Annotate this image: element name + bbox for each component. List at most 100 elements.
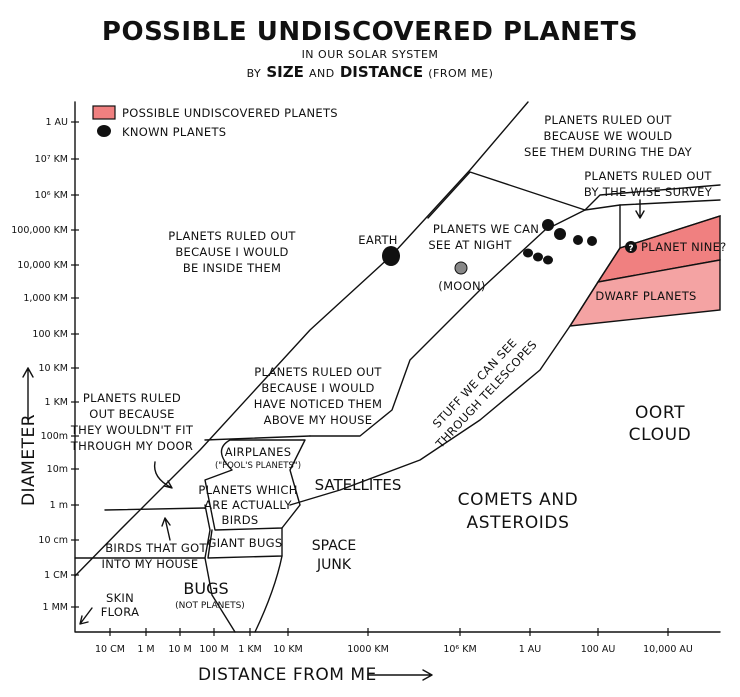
birds-house-arrow bbox=[161, 517, 171, 541]
telescope-lower-boundary bbox=[289, 215, 721, 506]
y-tick-label: 10m bbox=[47, 464, 68, 475]
y-tick-label: 100m bbox=[41, 431, 68, 442]
giant-bugs-box bbox=[207, 527, 283, 559]
svg-text:THEY WOULDN'T FIT: THEY WOULDN'T FIT bbox=[70, 423, 194, 437]
label-oort: OORT CLOUD bbox=[629, 403, 692, 445]
planet-dot bbox=[533, 252, 543, 262]
svg-text:ARE ACTUALLY: ARE ACTUALLY bbox=[204, 498, 292, 512]
x-tick-label: 10,000 AU bbox=[643, 644, 693, 655]
label-house: PLANETS RULED OUT BECAUSE I WOULD HAVE N… bbox=[254, 365, 382, 427]
svg-text:INTO MY HOUSE: INTO MY HOUSE bbox=[102, 557, 199, 571]
svg-text:OUT BECAUSE: OUT BECAUSE bbox=[89, 407, 175, 421]
label-inside: PLANETS RULED OUT BECAUSE I WOULD BE INS… bbox=[168, 229, 296, 275]
x-tick-label: 1000 KM bbox=[347, 644, 389, 655]
svg-text:BECAUSE I WOULD: BECAUSE I WOULD bbox=[261, 381, 374, 395]
y-tick-label: 1,000 KM bbox=[23, 293, 68, 304]
y-axis-ticks: 1 AU 10⁷ KM 10⁶ KM 100,000 KM 10,000 KM 1,000… bbox=[11, 117, 79, 613]
svg-text:BIRDS: BIRDS bbox=[222, 513, 259, 527]
x-tick-label: 10⁶ KM bbox=[443, 644, 476, 655]
planet-nine-marker bbox=[625, 241, 637, 253]
svg-text:BIRDS THAT GOT: BIRDS THAT GOT bbox=[105, 541, 207, 555]
label-dwarf-planets: DWARF PLANETS bbox=[595, 289, 696, 303]
svg-text:BECAUSE I WOULD: BECAUSE I WOULD bbox=[175, 245, 288, 259]
svg-text:ASTEROIDS: ASTEROIDS bbox=[466, 513, 569, 533]
y-axis-arrow bbox=[22, 367, 34, 421]
y-tick-label: 100 KM bbox=[32, 329, 68, 340]
label-giant-bugs: GIANT BUGS bbox=[208, 536, 283, 550]
svg-text:THROUGH MY DOOR: THROUGH MY DOOR bbox=[70, 439, 193, 453]
door-arrow bbox=[153, 461, 173, 489]
space-junk-boundary bbox=[254, 555, 283, 633]
planet-dot bbox=[573, 235, 583, 245]
svg-text:FLORA: FLORA bbox=[101, 605, 140, 619]
legend-undiscovered-swatch bbox=[92, 105, 116, 120]
subtitle-distance: DISTANCE bbox=[340, 63, 423, 81]
svg-text:BECAUSE WE WOULD: BECAUSE WE WOULD bbox=[544, 129, 673, 143]
y-axis-line bbox=[74, 101, 721, 633]
y-tick-label: 1 AU bbox=[45, 117, 68, 128]
svg-text:BY THE WISE SURVEY: BY THE WISE SURVEY bbox=[584, 185, 713, 199]
y-tick-label: 1 CM bbox=[44, 570, 68, 581]
y-tick-label: 10⁷ KM bbox=[35, 154, 68, 165]
svg-text:PLANETS WHICH: PLANETS WHICH bbox=[198, 483, 297, 497]
svg-text:SEE AT NIGHT: SEE AT NIGHT bbox=[428, 238, 512, 252]
svg-text:DIAMETER: DIAMETER bbox=[19, 414, 39, 506]
y-tick-label: 10 cm bbox=[38, 535, 68, 546]
y-tick-label: 10 KM bbox=[38, 363, 68, 374]
svg-text:PLANETS WE CAN: PLANETS WE CAN bbox=[433, 222, 539, 236]
label-fools-planets: ("FOOL'S PLANETS") bbox=[215, 461, 301, 471]
label-airplanes: AIRPLANES bbox=[225, 445, 292, 459]
svg-text:PLANETS RULED OUT: PLANETS RULED OUT bbox=[168, 229, 296, 243]
svg-text:CLOUD: CLOUD bbox=[629, 425, 692, 445]
house-boundary bbox=[204, 435, 311, 441]
label-door: PLANETS RULED OUT BECAUSE THEY WOULDN'T … bbox=[70, 391, 194, 453]
label-birds-house: BIRDS THAT GOT INTO MY HOUSE bbox=[102, 541, 208, 571]
y-tick-label: 1 KM bbox=[45, 397, 69, 408]
label-moon: (MOON) bbox=[438, 279, 485, 293]
x-tick-label: 10 CM bbox=[95, 644, 125, 655]
label-not-planets: (NOT PLANETS) bbox=[175, 601, 245, 611]
svg-text:SPACE: SPACE bbox=[312, 538, 356, 554]
legend-known-dot bbox=[97, 125, 111, 137]
airplanes-box bbox=[204, 439, 306, 531]
y-tick-label: 10,000 KM bbox=[17, 260, 68, 271]
legend-undiscovered-label: POSSIBLE UNDISCOVERED PLANETS bbox=[122, 106, 338, 120]
y-tick-label: 1 m bbox=[50, 500, 68, 511]
svg-text:PLANETS RULED OUT: PLANETS RULED OUT bbox=[544, 113, 672, 127]
label-wise: PLANETS RULED OUT BY THE WISE SURVEY bbox=[584, 169, 713, 199]
inside-boundary-line bbox=[74, 101, 529, 577]
svg-text:SKIN: SKIN bbox=[106, 591, 134, 605]
subtitle-and: AND bbox=[309, 67, 335, 80]
label-planet-nine: PLANET NINE? bbox=[641, 240, 727, 254]
page-title: POSSIBLE UNDISCOVERED PLANETS bbox=[102, 17, 638, 47]
planet-nine-mark: ? bbox=[628, 244, 633, 254]
y-tick-label: 10⁶ KM bbox=[35, 190, 68, 201]
bugs-boundary bbox=[204, 557, 236, 633]
daytime-boundary bbox=[584, 184, 721, 211]
skin-flora-arrow bbox=[79, 607, 93, 625]
moon-body bbox=[454, 261, 468, 275]
subtitle-by: BY bbox=[247, 67, 262, 80]
label-satellites: SATELLITES bbox=[315, 476, 402, 494]
x-tick-label: 1 M bbox=[137, 644, 154, 655]
x-tick-label: 100 M bbox=[199, 644, 228, 655]
planet-dot bbox=[523, 248, 533, 258]
svg-text:BE INSIDE THEM: BE INSIDE THEM bbox=[183, 261, 281, 275]
svg-text:OORT: OORT bbox=[635, 403, 685, 423]
svg-text:PLANETS RULED OUT: PLANETS RULED OUT bbox=[584, 169, 712, 183]
door-boundary bbox=[104, 507, 206, 511]
x-tick-label: 100 AU bbox=[581, 644, 616, 655]
svg-text:HAVE NOTICED THEM: HAVE NOTICED THEM bbox=[254, 397, 382, 411]
label-skin-flora: SKIN FLORA bbox=[101, 591, 140, 619]
svg-text:COMETS AND: COMETS AND bbox=[458, 490, 579, 510]
y-tick-label: 1 MM bbox=[43, 602, 68, 613]
x-tick-label: 1 KM bbox=[238, 644, 262, 655]
label-daytime: PLANETS RULED OUT BECAUSE WE WOULD SEE T… bbox=[524, 113, 692, 159]
label-night: PLANETS WE CAN SEE AT NIGHT bbox=[428, 222, 539, 252]
y-tick-label: 100,000 KM bbox=[11, 225, 68, 236]
legend-known-label: KNOWN PLANETS bbox=[122, 125, 226, 139]
wise-arrow bbox=[635, 199, 645, 219]
page-subtitle: IN OUR SOLAR SYSTEM bbox=[302, 48, 439, 61]
planet-dot bbox=[554, 228, 566, 240]
